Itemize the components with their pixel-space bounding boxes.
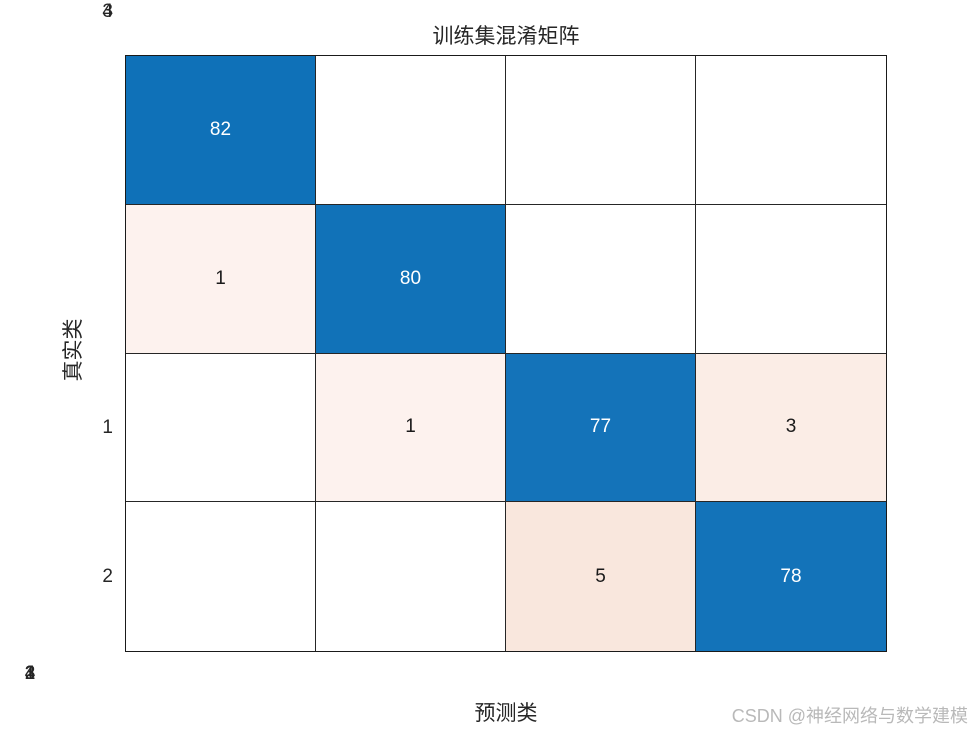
matrix-cell: 82 xyxy=(126,56,316,205)
y-tick-2: 2 xyxy=(102,566,113,587)
matrix-cell xyxy=(126,502,316,651)
matrix-cell xyxy=(696,204,886,354)
matrix-cell: 1 xyxy=(126,204,316,354)
matrix-cell: 80 xyxy=(316,204,506,354)
x-tick-4: 4 xyxy=(24,663,36,684)
x-tick-2: 2 xyxy=(24,663,36,684)
x-tick-3: 3 xyxy=(24,663,36,684)
y-tick-3: 3 xyxy=(102,1,113,22)
matrix-cell: 77 xyxy=(506,353,696,503)
matrix-cell xyxy=(506,56,696,205)
matrix-cell xyxy=(696,56,886,205)
watermark-text: CSDN @神经网络与数学建模 xyxy=(731,706,968,726)
matrix-cell xyxy=(316,502,506,651)
matrix-cell xyxy=(126,353,316,503)
matrix-cell xyxy=(506,204,696,354)
y-axis-label: 真实类 xyxy=(62,318,85,382)
matrix-cell: 3 xyxy=(696,353,886,503)
matrix-cell: 5 xyxy=(506,502,696,651)
chart-title: 训练集混淆矩阵 xyxy=(432,25,580,48)
matrix-grid: 82 1 80 1 77 3 5 78 xyxy=(125,55,887,652)
matrix-cell: 78 xyxy=(696,502,886,651)
y-tick-1: 1 xyxy=(102,417,113,438)
y-tick-4: 4 xyxy=(102,1,113,22)
x-tick-1: 1 xyxy=(24,663,36,684)
matrix-cell xyxy=(316,56,506,205)
matrix-cell: 1 xyxy=(316,353,506,503)
x-axis-label: 预测类 xyxy=(474,702,538,725)
